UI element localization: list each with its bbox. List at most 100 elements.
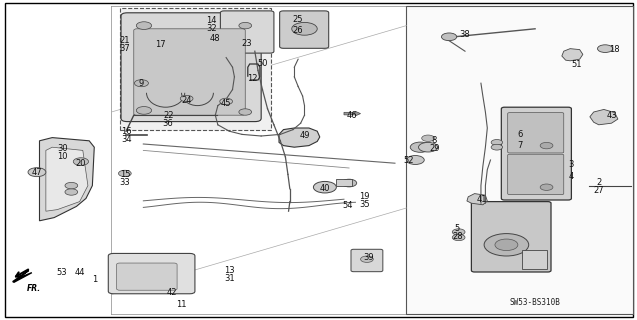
Text: 41: 41 — [476, 195, 487, 204]
Text: 33: 33 — [120, 178, 130, 187]
Text: 49: 49 — [299, 131, 310, 140]
Bar — [406, 6, 633, 314]
Text: 4: 4 — [569, 172, 574, 180]
Text: 18: 18 — [610, 45, 620, 54]
Circle shape — [419, 142, 438, 152]
Text: 48: 48 — [210, 34, 220, 43]
Text: 47: 47 — [32, 168, 42, 177]
Circle shape — [292, 22, 317, 35]
Text: 36: 36 — [163, 119, 173, 128]
Text: 6: 6 — [517, 130, 522, 139]
FancyBboxPatch shape — [508, 154, 564, 195]
Text: 39: 39 — [363, 253, 373, 262]
Text: 54: 54 — [342, 201, 352, 210]
Text: 19: 19 — [359, 192, 369, 201]
Circle shape — [65, 189, 78, 195]
Text: 24: 24 — [182, 96, 192, 105]
Text: 45: 45 — [221, 99, 231, 108]
Text: 32: 32 — [206, 24, 217, 33]
Text: 51: 51 — [571, 60, 582, 68]
Circle shape — [180, 95, 193, 102]
Text: 30: 30 — [57, 144, 68, 153]
Circle shape — [239, 22, 252, 29]
Text: 46: 46 — [347, 111, 357, 120]
Circle shape — [136, 22, 152, 29]
Text: 43: 43 — [606, 111, 617, 120]
Polygon shape — [13, 270, 32, 282]
Circle shape — [28, 168, 46, 177]
Text: 31: 31 — [224, 274, 234, 283]
Text: 34: 34 — [121, 135, 131, 144]
Text: 14: 14 — [206, 16, 217, 25]
Polygon shape — [562, 49, 583, 61]
Circle shape — [540, 142, 553, 149]
FancyArrow shape — [344, 111, 361, 116]
Text: 9: 9 — [139, 79, 144, 88]
Text: 38: 38 — [460, 30, 470, 39]
FancyBboxPatch shape — [108, 253, 195, 294]
Text: 20: 20 — [75, 159, 85, 168]
Circle shape — [491, 144, 503, 150]
Text: 5: 5 — [455, 224, 460, 233]
Text: 35: 35 — [359, 200, 369, 209]
FancyBboxPatch shape — [117, 263, 177, 290]
FancyBboxPatch shape — [121, 13, 261, 122]
Circle shape — [313, 181, 336, 193]
Text: 23: 23 — [242, 39, 252, 48]
Text: 42: 42 — [167, 288, 177, 297]
Circle shape — [452, 234, 465, 241]
Text: 26: 26 — [292, 26, 303, 35]
Circle shape — [410, 142, 431, 152]
Circle shape — [491, 140, 503, 145]
Circle shape — [406, 156, 424, 164]
Circle shape — [540, 184, 553, 190]
Bar — [336, 179, 352, 186]
FancyBboxPatch shape — [280, 11, 329, 48]
Text: 7: 7 — [517, 141, 522, 150]
Text: 53: 53 — [57, 268, 67, 277]
Circle shape — [484, 234, 529, 256]
Circle shape — [220, 98, 233, 105]
Circle shape — [239, 109, 252, 115]
Text: 21: 21 — [119, 36, 129, 44]
Text: 52: 52 — [404, 156, 414, 165]
Text: 22: 22 — [163, 111, 173, 120]
Text: 17: 17 — [155, 40, 166, 49]
FancyBboxPatch shape — [508, 113, 564, 153]
Text: 44: 44 — [75, 268, 85, 277]
Text: 50: 50 — [258, 59, 268, 68]
Text: 2: 2 — [596, 178, 601, 187]
Circle shape — [361, 256, 373, 262]
Circle shape — [441, 33, 457, 41]
FancyBboxPatch shape — [471, 202, 551, 272]
Text: 15: 15 — [120, 170, 130, 179]
Polygon shape — [46, 147, 88, 211]
Text: 28: 28 — [452, 232, 462, 241]
Text: 37: 37 — [119, 44, 129, 52]
Circle shape — [65, 182, 78, 189]
Text: FR.: FR. — [27, 284, 41, 293]
Circle shape — [452, 229, 465, 235]
FancyBboxPatch shape — [351, 249, 383, 272]
Text: 13: 13 — [224, 266, 234, 275]
Text: 11: 11 — [176, 300, 187, 309]
Polygon shape — [590, 109, 618, 125]
Polygon shape — [279, 128, 320, 147]
Circle shape — [118, 170, 131, 177]
Text: 1: 1 — [92, 276, 97, 284]
Polygon shape — [467, 194, 487, 205]
Text: 40: 40 — [320, 184, 330, 193]
Circle shape — [136, 107, 152, 114]
Text: 8: 8 — [432, 136, 437, 145]
Circle shape — [73, 158, 89, 165]
Circle shape — [422, 135, 434, 141]
Polygon shape — [39, 138, 94, 221]
FancyBboxPatch shape — [220, 11, 274, 53]
Text: 16: 16 — [121, 127, 131, 136]
Text: 12: 12 — [247, 74, 257, 83]
Circle shape — [341, 179, 357, 187]
Bar — [120, 8, 271, 130]
Text: SW53-BS310B: SW53-BS310B — [510, 298, 561, 307]
Text: 25: 25 — [292, 15, 303, 24]
Text: 29: 29 — [429, 144, 440, 153]
